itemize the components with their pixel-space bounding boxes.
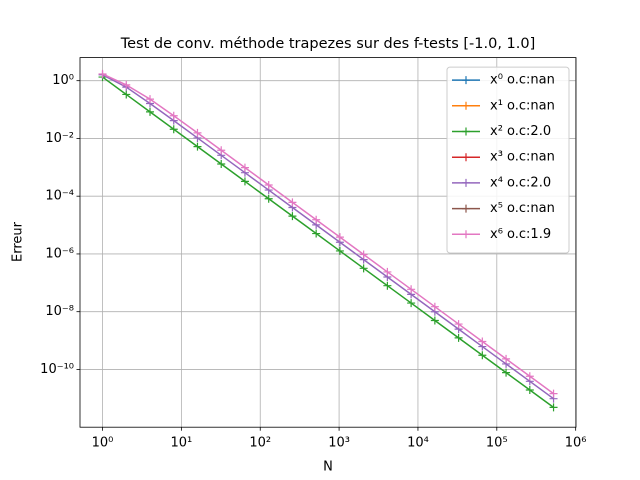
marker bbox=[525, 386, 534, 395]
legend-label: x¹ o.c:nan bbox=[490, 98, 555, 113]
marker bbox=[146, 107, 155, 116]
marker bbox=[502, 354, 511, 363]
chart-title: Test de conv. méthode trapezes sur des f… bbox=[120, 36, 536, 52]
y-tick-label: 10⁻⁸ bbox=[45, 304, 74, 319]
x-tick-label: 10⁶ bbox=[565, 436, 587, 451]
legend-label: x² o.c:2.0 bbox=[490, 124, 551, 139]
legend-label: x⁰ o.c:nan bbox=[490, 73, 555, 88]
legend-marker bbox=[462, 153, 470, 162]
x-tick-label: 10¹ bbox=[170, 436, 192, 451]
marker bbox=[525, 372, 534, 381]
marker bbox=[549, 403, 558, 412]
marker bbox=[217, 146, 226, 155]
marker bbox=[454, 333, 463, 342]
marker bbox=[454, 320, 463, 329]
marker bbox=[430, 316, 439, 325]
marker bbox=[264, 180, 273, 189]
legend-marker bbox=[462, 127, 470, 136]
legend-marker bbox=[462, 230, 470, 239]
series-line bbox=[102, 74, 554, 400]
legend-label: x⁶ o.c:1.9 bbox=[490, 227, 551, 242]
marker bbox=[122, 80, 131, 89]
marker bbox=[98, 69, 107, 78]
legend-marker bbox=[462, 204, 470, 213]
marker bbox=[478, 337, 487, 346]
marker bbox=[359, 250, 368, 259]
series-line bbox=[102, 73, 554, 395]
x-tick-label: 10⁰ bbox=[92, 436, 114, 451]
x-tick-label: 10² bbox=[249, 436, 271, 451]
y-tick-label: 10⁻² bbox=[45, 131, 74, 146]
x-tick-label: 10⁴ bbox=[407, 436, 429, 451]
plot-frame bbox=[79, 57, 577, 428]
y-tick-label: 10⁻⁴ bbox=[45, 189, 74, 204]
legend-marker bbox=[462, 76, 470, 85]
legend-marker bbox=[462, 101, 470, 110]
x-axis-label: N bbox=[323, 460, 333, 475]
marker bbox=[217, 160, 226, 169]
marker bbox=[264, 194, 273, 203]
marker bbox=[407, 299, 416, 308]
y-axis-label: Erreur bbox=[11, 221, 26, 262]
marker bbox=[122, 90, 131, 99]
marker bbox=[335, 233, 344, 242]
marker bbox=[430, 302, 439, 311]
marker bbox=[169, 125, 178, 134]
y-tick-label: 10⁰ bbox=[52, 73, 74, 88]
legend-box bbox=[446, 66, 570, 254]
marker bbox=[335, 246, 344, 255]
marker bbox=[193, 128, 202, 137]
marker bbox=[407, 285, 416, 294]
marker bbox=[359, 264, 368, 273]
x-tick-label: 10⁵ bbox=[486, 436, 508, 451]
series-line bbox=[102, 76, 554, 409]
marker bbox=[478, 351, 487, 360]
legend-label: x³ o.c:nan bbox=[490, 150, 555, 165]
marker bbox=[383, 267, 392, 276]
marker bbox=[240, 163, 249, 172]
y-tick-label: 10⁻¹⁰ bbox=[40, 362, 74, 377]
marker bbox=[240, 177, 249, 186]
legend-marker bbox=[462, 178, 470, 187]
marker bbox=[383, 281, 392, 290]
marker bbox=[502, 368, 511, 377]
marker bbox=[193, 142, 202, 151]
marker bbox=[312, 229, 321, 238]
marker bbox=[312, 215, 321, 224]
legend-label: x⁵ o.c:nan bbox=[490, 201, 555, 216]
marker bbox=[146, 95, 155, 104]
marker bbox=[288, 212, 297, 221]
y-tick-label: 10⁻⁶ bbox=[45, 246, 74, 261]
x-tick-label: 10³ bbox=[328, 436, 350, 451]
legend-label: x⁴ o.c:2.0 bbox=[490, 175, 551, 190]
marker bbox=[288, 198, 297, 207]
marker bbox=[549, 389, 558, 398]
marker bbox=[169, 111, 178, 120]
